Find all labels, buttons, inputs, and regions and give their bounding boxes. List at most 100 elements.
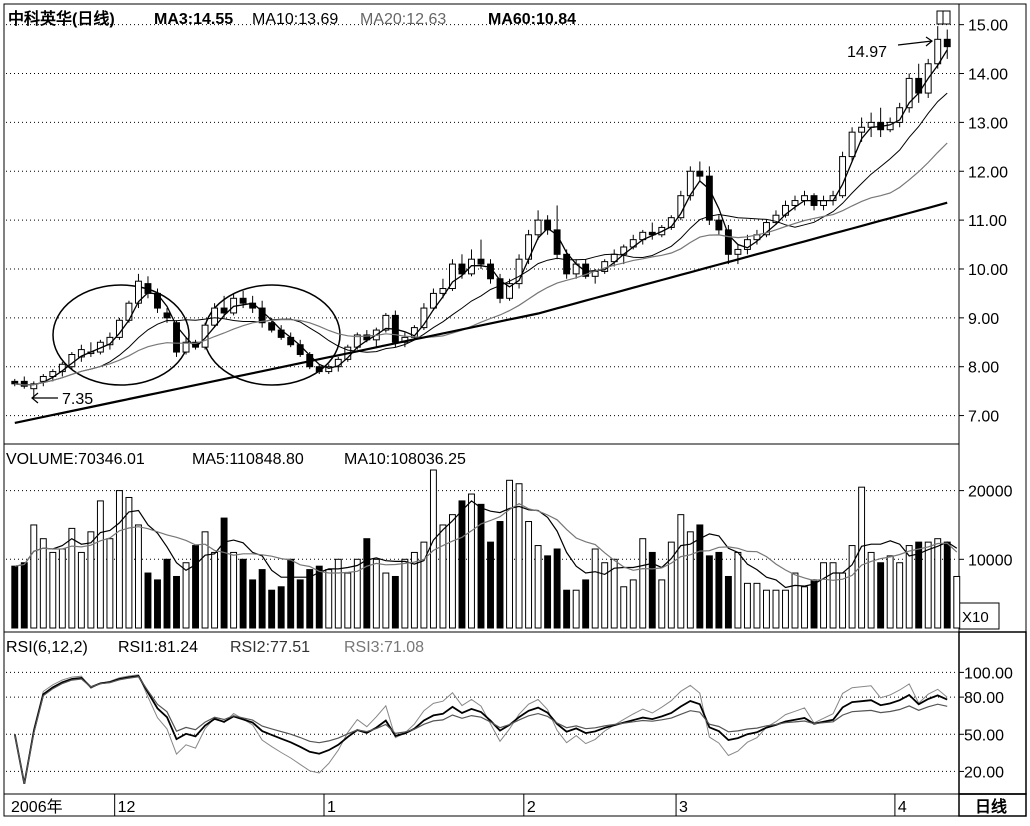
volume-bar (211, 551, 219, 629)
date-label: 12 (118, 799, 136, 816)
candle-body (39, 375, 47, 382)
candle-body (734, 248, 742, 255)
candle-body (791, 200, 799, 206)
candle-body (30, 383, 38, 390)
candle-body (220, 307, 228, 314)
volume-bar (896, 562, 904, 629)
candle-body (258, 307, 266, 324)
candle-body (325, 366, 333, 373)
volume-bar (220, 517, 228, 629)
candle-body (382, 314, 390, 331)
candle-body (429, 292, 437, 309)
volume-bar (230, 551, 238, 629)
rsi2-line (13, 675, 948, 784)
candle-body (239, 297, 247, 304)
volume-bar (125, 496, 133, 629)
candle-body (743, 239, 751, 250)
volume-bar (306, 569, 314, 629)
volume-bar (915, 541, 923, 629)
volume-bar (877, 562, 885, 629)
price-tick-label: 11.00 (968, 213, 1007, 230)
candle-body (534, 219, 542, 236)
volume-bar (192, 545, 199, 629)
volume-ma10-line (14, 503, 958, 582)
high-price-annotation: 14.97 (847, 44, 887, 61)
volume-bar (325, 569, 333, 629)
volume-bar (772, 589, 780, 629)
candle-body (763, 222, 770, 236)
candle-body (943, 38, 951, 48)
volume-bar (734, 551, 742, 629)
rsi-axis-frame (958, 631, 1027, 795)
volume-bar (458, 500, 466, 629)
candle-body (154, 292, 161, 309)
candle-body (173, 322, 180, 353)
candle-body (182, 341, 190, 353)
volume-bar (258, 569, 266, 629)
volume-bar (144, 572, 152, 629)
date-axis-frame (3, 793, 960, 817)
volume-bar (449, 514, 456, 629)
volume-bar (705, 555, 713, 629)
high-arrow-head (925, 36, 934, 47)
candle-body (506, 283, 513, 299)
volume-bar (49, 551, 57, 629)
date-label: 2006年 (11, 798, 63, 816)
low-arrow-head (31, 392, 39, 404)
volume-bar (277, 586, 285, 629)
volume-bar (363, 538, 371, 629)
ma10-line (14, 92, 948, 386)
price-tick-label: 13.00 (968, 115, 1008, 132)
volume-bar (315, 565, 323, 629)
volume-bar (496, 521, 504, 629)
volume-bar (487, 541, 494, 629)
ma20-line (14, 142, 948, 386)
volume-bar (506, 479, 513, 629)
candle-body (724, 229, 732, 255)
volume-bar (534, 545, 542, 629)
candle-body (553, 229, 561, 255)
candle-body (801, 195, 808, 202)
volume-bar (154, 579, 161, 629)
candle-body (582, 263, 590, 277)
volume-bar (182, 562, 190, 629)
volume-bar (867, 551, 875, 629)
date-label: 1 (327, 799, 336, 816)
volume-tick-label: 10000 (968, 552, 1013, 569)
ma10-label: MA10:13.69 (252, 11, 338, 28)
volume-bar (401, 558, 409, 629)
rsi-tick-label: 20.00 (964, 764, 1004, 781)
candle-body (11, 380, 19, 385)
rsi-marks (13, 674, 948, 784)
ma3-line (14, 49, 948, 386)
price-tick-label: 10.00 (968, 262, 1008, 279)
price-tick-label: 15.00 (968, 18, 1008, 35)
rsi2-label: RSI2:77.51 (230, 639, 310, 656)
volume-bar (163, 558, 171, 629)
period-label[interactable]: 日线 (975, 797, 1007, 816)
volume-bar (268, 589, 276, 629)
volume-bar (239, 558, 247, 629)
rsi3-label: RSI3:71.08 (344, 639, 424, 656)
candle-body (496, 278, 504, 299)
candle-body (49, 371, 57, 377)
volume-bar (249, 579, 257, 629)
volume-bar (173, 575, 180, 629)
price-tick-label: 12.00 (968, 164, 1008, 181)
candle-body (886, 121, 894, 131)
ma20-label: MA20:12.63 (360, 11, 446, 28)
volume-bar (629, 579, 637, 629)
candle-body (515, 258, 523, 285)
candle-body (211, 307, 219, 326)
volume-bar (382, 572, 390, 629)
volume-bar (648, 551, 656, 629)
candle-body (449, 263, 456, 290)
volume-bar (943, 541, 951, 629)
price-tick-label: 7.00 (968, 409, 999, 426)
volume-bar (782, 589, 789, 629)
volume-bar (905, 545, 913, 629)
price-axis: 15.00 14.00 13.00 12.00 11.00 10.00 9.00 8.00 7.… (6, 18, 1008, 426)
volume-bar (848, 545, 856, 629)
volume-bar (410, 551, 418, 629)
